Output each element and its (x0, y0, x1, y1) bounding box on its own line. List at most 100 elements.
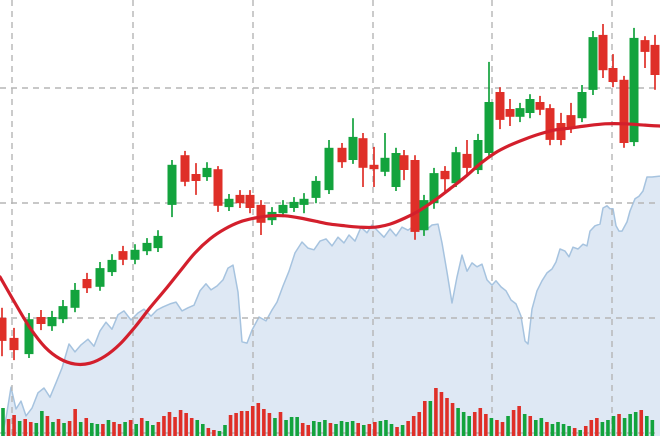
volume-bar (439, 392, 444, 436)
volume-bar (123, 422, 127, 436)
candle-body (82, 279, 92, 289)
volume-bar (78, 422, 83, 436)
candle-up (380, 133, 390, 177)
candle-body (619, 79, 629, 143)
volume-bar (28, 422, 33, 436)
candle-body (142, 242, 152, 252)
volume-bar (300, 423, 305, 436)
candle-body (577, 92, 587, 119)
volume-bar (639, 410, 644, 436)
candle-down (440, 166, 450, 192)
candle-up (95, 262, 105, 291)
candle-body (495, 92, 505, 120)
candle-body (278, 204, 288, 214)
volume-bar (151, 425, 155, 436)
candle-body (391, 153, 401, 187)
candle-up (70, 283, 80, 313)
candles (0, 24, 660, 361)
candle-body (324, 147, 334, 191)
candle-down (462, 140, 472, 177)
volume-bar (522, 414, 527, 436)
volume-bar (162, 416, 166, 436)
volume-bar (67, 421, 72, 436)
candle-body (650, 44, 660, 75)
candle-up (324, 140, 334, 194)
candle-body (525, 99, 535, 113)
candle-up (419, 194, 429, 236)
candle-down (650, 34, 660, 90)
volume-bar (361, 425, 366, 436)
volume-bar (650, 420, 655, 436)
volume-bar (62, 423, 66, 436)
candle-body (640, 40, 650, 52)
candle-body (473, 140, 483, 171)
volume-bar (84, 418, 89, 436)
candle-up (130, 244, 140, 265)
candle-body (289, 201, 299, 208)
candle-body (224, 198, 234, 208)
candle-up (515, 102, 525, 123)
volume-bar (589, 420, 594, 436)
candle-up (202, 162, 212, 181)
candle-body (505, 109, 515, 117)
volume-bar (323, 420, 327, 436)
candle-up (525, 94, 535, 119)
volume-bar (528, 416, 533, 436)
volume-bar (273, 418, 277, 436)
volume-bar (484, 414, 488, 436)
volume-bar (423, 401, 427, 436)
volume-bar (178, 410, 183, 436)
volume-bar (40, 411, 44, 436)
candle-body (47, 317, 57, 327)
candle-down (180, 150, 190, 187)
volume-bar (217, 431, 222, 436)
volume-bar (606, 420, 610, 436)
volume-bar (550, 424, 555, 436)
volume-bar (117, 424, 122, 436)
volume-bar (495, 420, 499, 436)
ma-curve (0, 122, 660, 367)
candle-body (380, 157, 390, 172)
candle-down (0, 307, 7, 357)
candle-down (82, 272, 92, 293)
index-area-series (1, 175, 660, 436)
volume-bar (250, 406, 255, 436)
volume-bar (51, 422, 55, 436)
candle-down (619, 75, 629, 148)
volume-bar (145, 421, 150, 436)
candle-body (598, 34, 608, 71)
volume-bar (611, 416, 616, 436)
volume-bar (583, 426, 588, 436)
candle-body (299, 198, 309, 205)
volume-bar (534, 420, 538, 436)
volume-bar (1, 408, 5, 436)
volume-bar (556, 422, 560, 436)
volume-bar (256, 403, 261, 436)
volume-bar (350, 421, 355, 436)
volume-bar (112, 422, 116, 436)
candle-body (440, 170, 450, 180)
candle-down (640, 36, 650, 68)
candle-down (369, 146, 379, 187)
candle-body (419, 200, 429, 231)
volume-bar (195, 420, 200, 436)
candle-body (535, 102, 545, 110)
volume-bar (139, 418, 144, 436)
candle-up (588, 31, 598, 95)
volume-bar (595, 418, 599, 436)
volume-bar (239, 411, 244, 436)
volume-bar (45, 416, 50, 436)
candle-down (495, 87, 505, 130)
volume-bar (234, 413, 238, 436)
candle-up (299, 193, 309, 214)
volume-bar (345, 422, 349, 436)
volume-bar (367, 424, 372, 436)
volume-bar (73, 409, 77, 436)
volume-bar (411, 416, 416, 436)
volume-bar (356, 423, 360, 436)
candle-up (107, 254, 117, 276)
candle-body (9, 337, 19, 351)
candle-body (202, 167, 212, 178)
volume-bar (378, 421, 383, 436)
